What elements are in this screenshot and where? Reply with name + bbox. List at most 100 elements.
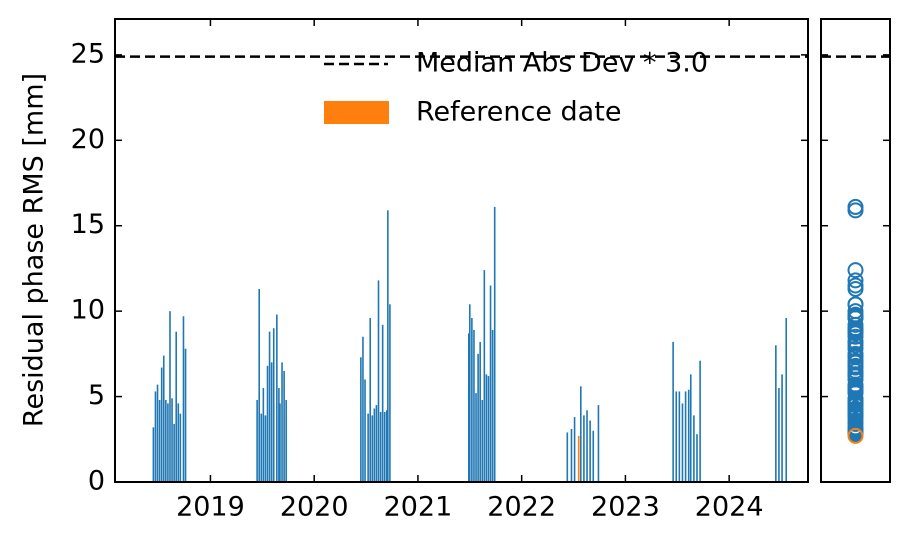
bar <box>775 345 777 482</box>
bar <box>270 362 273 482</box>
bar <box>371 415 374 482</box>
bar <box>158 399 161 482</box>
bar <box>383 411 386 482</box>
bar <box>487 376 490 482</box>
bar <box>381 324 384 482</box>
bar <box>577 435 580 482</box>
distribution-point <box>847 337 864 354</box>
bar <box>260 413 263 482</box>
bar <box>179 413 182 482</box>
side-frame <box>820 18 891 483</box>
bar <box>258 288 261 482</box>
bar <box>175 331 178 482</box>
distribution-point <box>847 198 864 215</box>
y-tick-label: 15 <box>71 209 105 240</box>
y-tick-label: 5 <box>88 380 105 411</box>
distribution-point <box>847 277 864 294</box>
bar <box>491 329 494 482</box>
distribution-point <box>847 402 864 419</box>
bar <box>360 357 362 482</box>
bar <box>479 341 481 482</box>
bar <box>699 360 701 482</box>
bar <box>173 423 175 482</box>
bar <box>693 415 695 482</box>
bar <box>687 389 690 482</box>
bar <box>283 370 285 482</box>
bar <box>160 367 163 482</box>
bar <box>389 304 391 482</box>
bar <box>285 399 287 482</box>
bar <box>154 391 157 482</box>
bar <box>468 304 471 482</box>
bar <box>184 348 187 482</box>
bar <box>152 427 155 482</box>
bar <box>165 399 167 482</box>
y-tick-label: 10 <box>71 295 105 326</box>
y-tick-label: 0 <box>88 466 105 497</box>
y-tick-label: 20 <box>71 124 105 155</box>
bar <box>387 210 389 482</box>
bar <box>681 403 684 482</box>
distribution-point <box>847 345 864 362</box>
bar <box>589 420 591 482</box>
distribution-point <box>847 407 864 424</box>
bar <box>256 399 258 482</box>
bar <box>377 280 380 482</box>
bar <box>778 388 780 482</box>
bar <box>467 333 470 482</box>
distribution-point <box>847 202 864 219</box>
x-tick-label: 2019 <box>176 492 245 523</box>
x-tick-label: 2022 <box>487 492 556 523</box>
bar <box>781 374 783 482</box>
x-tick-label: 2021 <box>384 492 453 523</box>
bar <box>493 206 496 482</box>
bar <box>379 411 382 482</box>
bar <box>481 399 484 482</box>
bar <box>583 415 585 482</box>
bar <box>364 379 366 482</box>
bar <box>573 417 576 482</box>
x-tick-label: 2020 <box>280 492 349 523</box>
bar <box>268 331 271 482</box>
distribution-point <box>847 321 864 338</box>
bar <box>264 415 267 482</box>
bar <box>597 405 600 482</box>
bar <box>684 391 687 482</box>
distribution-point <box>847 262 864 279</box>
bar <box>566 432 569 482</box>
bar <box>266 365 269 482</box>
legend-label: Median Abs Dev * 3.0 <box>416 48 708 79</box>
bar <box>162 355 165 482</box>
distribution-point <box>847 309 864 326</box>
bar <box>262 388 265 482</box>
bar <box>689 374 692 482</box>
bar <box>369 317 372 482</box>
reference-point <box>847 427 864 444</box>
bar <box>678 391 681 482</box>
x-tick-label: 2023 <box>591 492 660 523</box>
bar <box>167 403 169 482</box>
bar <box>169 311 171 482</box>
bar <box>570 429 573 482</box>
bar <box>272 328 275 482</box>
bar <box>278 388 280 482</box>
bar <box>580 386 582 482</box>
distribution-point <box>847 272 864 289</box>
bar <box>675 391 678 482</box>
bar <box>592 430 595 482</box>
distribution-point <box>847 316 864 333</box>
bar <box>375 405 378 482</box>
bar <box>483 270 486 482</box>
bar <box>471 317 473 482</box>
x-tick-label: 2024 <box>695 492 764 523</box>
bar <box>586 410 588 482</box>
bar <box>477 353 479 482</box>
legend-label: Reference date <box>416 97 621 128</box>
bar <box>281 362 283 482</box>
bar <box>489 285 492 482</box>
bar <box>785 317 788 482</box>
bar <box>672 341 674 482</box>
bar <box>362 336 364 482</box>
y-axis-label: Residual phase RMS [mm] <box>19 73 50 427</box>
